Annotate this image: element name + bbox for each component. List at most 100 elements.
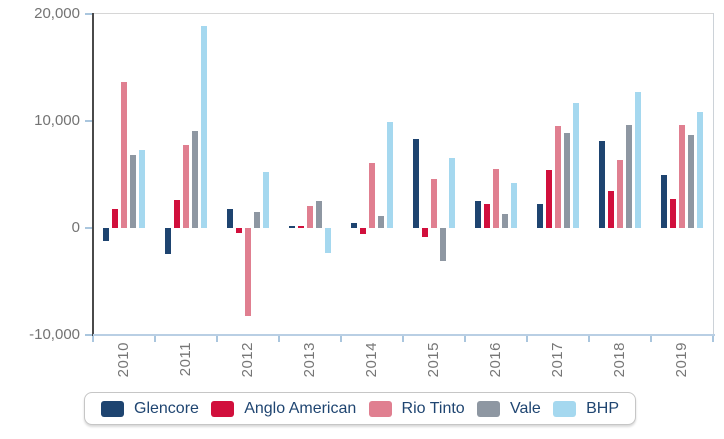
- bar-anglo-american-2015: [422, 228, 428, 237]
- bar-glencore-2019: [661, 174, 667, 228]
- legend-item-bhp: BHP: [553, 400, 619, 418]
- bar-glencore-2013: [289, 226, 295, 228]
- x-axis-tick: [216, 336, 218, 342]
- bar-rio-tinto-2017: [555, 126, 561, 228]
- legend-label: Rio Tinto: [401, 399, 465, 417]
- bar-glencore-2014: [351, 222, 357, 228]
- bar-vale-2016: [502, 214, 508, 228]
- y-axis-tick: [85, 13, 92, 15]
- bar-rio-tinto-2012: [245, 228, 251, 316]
- bar-bhp-2014: [387, 122, 393, 228]
- x-axis-tick-label: 2018: [611, 342, 628, 378]
- x-axis-tick: [526, 336, 528, 342]
- bar-bhp-2010: [139, 149, 145, 228]
- legend-label: BHP: [586, 399, 619, 417]
- bar-vale-2011: [192, 130, 198, 228]
- x-axis-tick: [712, 336, 714, 342]
- legend-label: Vale: [509, 399, 541, 417]
- x-axis-tick-label: 2013: [301, 342, 318, 378]
- x-axis-tick-label: 2016: [487, 342, 504, 378]
- bar-bhp-2015: [449, 158, 455, 228]
- bar-anglo-american-2017: [546, 170, 552, 228]
- y-axis-tick-label: 10,000: [34, 112, 80, 129]
- bar-anglo-american-2014: [360, 228, 366, 235]
- x-axis-tick: [340, 336, 342, 342]
- y-axis-tick: [85, 227, 92, 229]
- bar-glencore-2015: [413, 139, 419, 228]
- legend-swatch: [211, 400, 235, 417]
- legend-swatch: [553, 400, 577, 417]
- x-axis-tick-label: 2011: [177, 342, 194, 377]
- bar-vale-2018: [626, 125, 632, 228]
- x-axis-tick-label: 2012: [239, 342, 256, 378]
- y-axis-tick-label: -10,000: [29, 326, 80, 343]
- bar-bhp-2019: [697, 112, 703, 228]
- bar-anglo-american-2019: [670, 199, 676, 228]
- plot-right-border: [713, 13, 714, 336]
- legend-item-rio-tinto: Rio Tinto: [368, 399, 465, 418]
- bar-glencore-2010: [103, 228, 109, 241]
- legend-label: Anglo American: [244, 399, 357, 417]
- bar-anglo-american-2010: [112, 208, 118, 228]
- x-axis-tick: [402, 336, 404, 342]
- legend-label: Glencore: [134, 399, 199, 417]
- x-axis-tick: [154, 336, 156, 342]
- y-axis-line: [92, 13, 94, 342]
- bar-bhp-2016: [511, 183, 517, 228]
- legend-swatch: [368, 400, 392, 417]
- bar-bhp-2011: [201, 25, 207, 228]
- x-axis-tick-label: 2019: [673, 342, 690, 378]
- x-axis-tick-label: 2015: [425, 342, 442, 378]
- bar-bhp-2012: [263, 172, 269, 228]
- bar-rio-tinto-2019: [679, 125, 685, 228]
- bar-glencore-2018: [599, 141, 605, 228]
- bar-rio-tinto-2016: [493, 169, 499, 228]
- bar-vale-2012: [254, 211, 260, 228]
- legend-swatch: [101, 400, 124, 417]
- x-axis-tick: [588, 336, 590, 342]
- bar-vale-2019: [688, 134, 694, 228]
- bar-bhp-2013: [325, 228, 331, 253]
- bar-bhp-2018: [635, 92, 641, 228]
- y-axis-tick-label: 0: [71, 219, 80, 236]
- bar-bhp-2017: [573, 102, 579, 228]
- bar-rio-tinto-2011: [183, 144, 189, 228]
- bar-vale-2017: [564, 132, 570, 228]
- bar-rio-tinto-2014: [369, 162, 375, 228]
- bar-vale-2010: [130, 155, 136, 228]
- x-axis-tick: [92, 336, 94, 342]
- x-axis-tick: [464, 336, 466, 342]
- y-axis-tick: [85, 334, 92, 336]
- plot-top-border: [93, 13, 713, 14]
- bar-anglo-american-2016: [484, 204, 490, 228]
- bar-vale-2015: [440, 228, 446, 262]
- bar-rio-tinto-2013: [307, 205, 313, 228]
- legend: Glencore Anglo American Rio Tinto Vale BHP: [84, 392, 636, 425]
- bar-vale-2013: [316, 201, 322, 228]
- bar-glencore-2012: [227, 208, 233, 228]
- legend-item-anglo-american: Anglo American: [211, 400, 356, 418]
- x-axis-tick-label: 2014: [363, 342, 380, 378]
- legend-item-vale: Vale: [476, 399, 541, 418]
- bar-anglo-american-2018: [608, 190, 614, 228]
- bar-glencore-2016: [475, 201, 481, 228]
- bar-vale-2014: [378, 216, 384, 228]
- y-axis-tick-label: 20,000: [34, 5, 80, 22]
- bar-glencore-2011: [165, 228, 171, 254]
- x-axis-tick-label: 2010: [115, 342, 132, 378]
- legend-swatch: [476, 400, 500, 417]
- y-axis-tick: [85, 120, 92, 122]
- x-axis-line: [93, 334, 715, 336]
- x-axis-tick: [278, 336, 280, 342]
- bar-anglo-american-2013: [298, 226, 304, 228]
- bar-anglo-american-2012: [236, 228, 242, 234]
- x-axis-tick: [650, 336, 652, 342]
- bar-anglo-american-2011: [174, 200, 180, 228]
- bar-rio-tinto-2010: [121, 82, 127, 228]
- x-axis-tick-label: 2017: [549, 342, 566, 378]
- bar-rio-tinto-2018: [617, 159, 623, 228]
- bar-rio-tinto-2015: [431, 178, 437, 228]
- bar-glencore-2017: [537, 204, 543, 228]
- legend-item-glencore: Glencore: [101, 400, 199, 418]
